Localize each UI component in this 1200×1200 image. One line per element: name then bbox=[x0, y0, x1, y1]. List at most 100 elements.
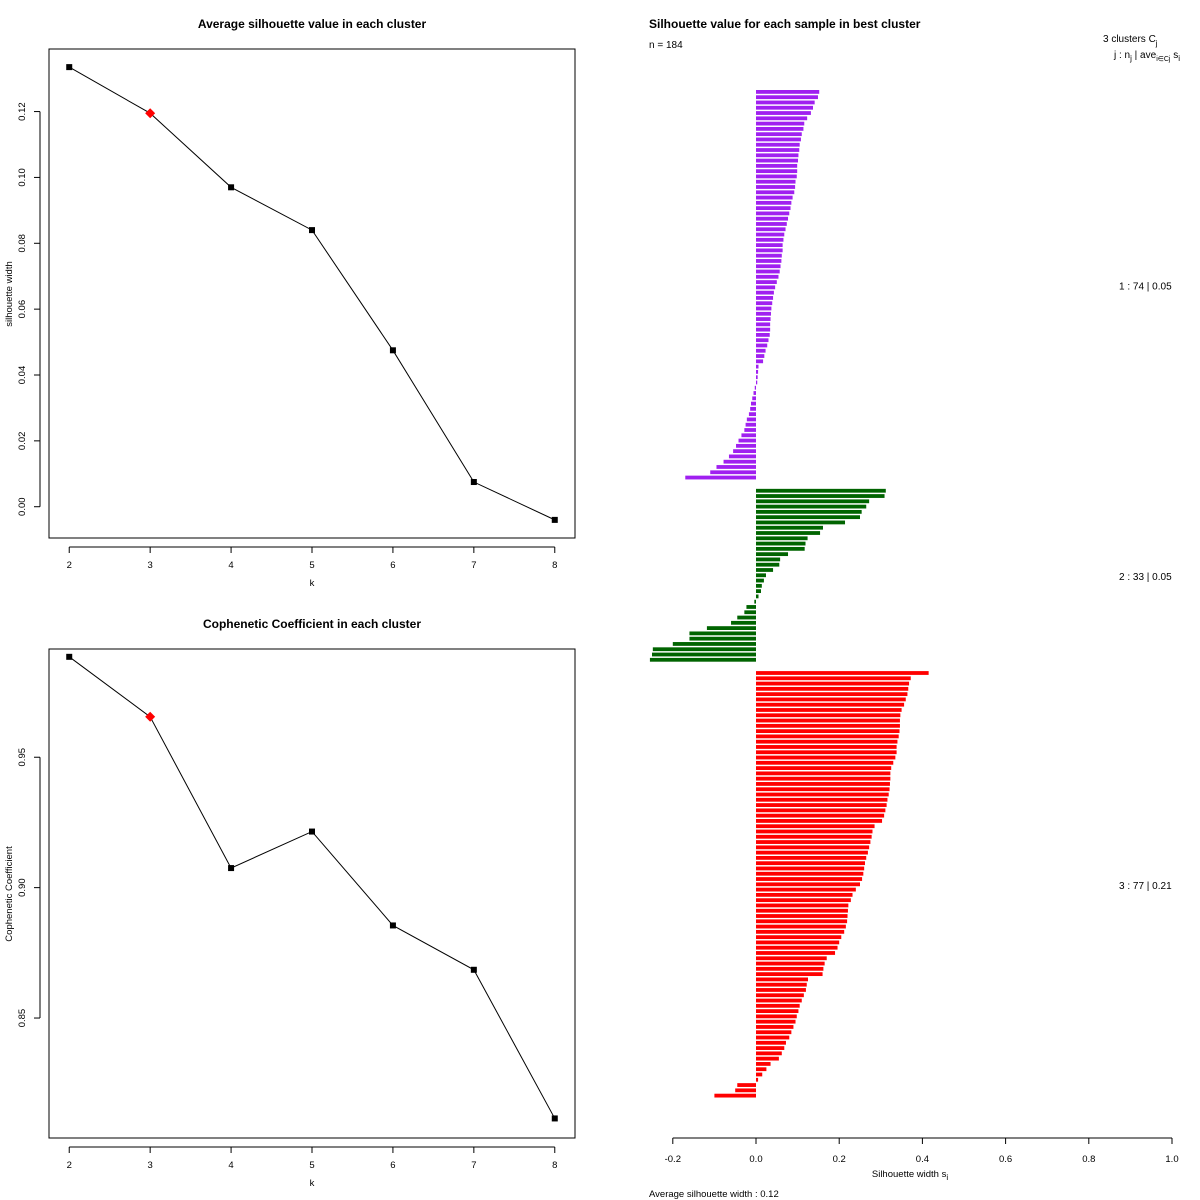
silhouette-bar bbox=[756, 95, 818, 100]
silhouette-bar bbox=[756, 105, 813, 110]
silhouette-bar bbox=[756, 578, 764, 583]
y-tick-label: 0.06 bbox=[17, 300, 28, 319]
silhouette-bar bbox=[756, 718, 900, 723]
cophenetic-y-label: Cophenetic Coefficient bbox=[4, 846, 15, 942]
silhouette-bar bbox=[756, 708, 902, 712]
x-tick-label: 3 bbox=[148, 1160, 153, 1171]
silhouette-bar bbox=[756, 671, 929, 675]
silhouette-bar bbox=[731, 620, 756, 625]
data-point bbox=[389, 347, 396, 354]
y-tick-label: 0.10 bbox=[17, 168, 28, 187]
silhouette-bar bbox=[756, 1056, 779, 1061]
silhouette-bar bbox=[756, 914, 848, 918]
bars-x-tick-label: 0.4 bbox=[916, 1154, 929, 1165]
silhouette-bar bbox=[756, 116, 808, 121]
y-tick-label: 0.00 bbox=[17, 497, 28, 516]
silhouette-bar bbox=[756, 354, 765, 358]
silhouette-bar bbox=[756, 317, 771, 321]
silhouette-bar bbox=[756, 541, 806, 546]
cophenetic-chart-title: Cophenetic Coefficient in each cluster bbox=[203, 617, 421, 631]
silhouette-bar bbox=[756, 1040, 786, 1045]
silhouette-bar bbox=[737, 1083, 756, 1087]
cophenetic-plot-frame bbox=[48, 648, 576, 1139]
silhouette-bar bbox=[756, 380, 758, 385]
data-point bbox=[470, 479, 477, 486]
silhouette-bar bbox=[756, 750, 897, 755]
cluster-label: 3 : 77 | 0.21 bbox=[1119, 881, 1172, 892]
bars-x-tick-label: 1.0 bbox=[1165, 1154, 1178, 1165]
silhouette-bar bbox=[756, 306, 772, 311]
silhouette-bar bbox=[756, 248, 783, 253]
silhouette-bar bbox=[756, 562, 780, 567]
silhouette-bar bbox=[756, 861, 865, 866]
x-tick-label: 6 bbox=[390, 1160, 395, 1171]
series-line bbox=[68, 656, 556, 1119]
silhouette-bar bbox=[649, 657, 756, 662]
silhouette-bar bbox=[756, 977, 808, 982]
bars-x-label: Silhouette width si bbox=[872, 1169, 948, 1182]
silhouette-bar bbox=[756, 206, 791, 211]
y-tick-label: 0.90 bbox=[17, 878, 28, 897]
y-tick-label: 0.08 bbox=[17, 234, 28, 253]
silhouette-bar bbox=[756, 961, 825, 966]
silhouette-x-label: k bbox=[310, 578, 315, 589]
silhouette-series bbox=[66, 64, 558, 523]
silhouette-bar bbox=[756, 132, 802, 137]
x-tick-label: 7 bbox=[471, 1160, 476, 1171]
silhouette-bar bbox=[754, 385, 756, 390]
silhouette-bar bbox=[756, 301, 773, 306]
cluster-label: 2 : 33 | 0.05 bbox=[1119, 572, 1172, 583]
silhouette-bar bbox=[756, 776, 891, 781]
cophenetic-y-axis: 0.85 0.90 0.95 bbox=[17, 748, 41, 1028]
silhouette-bar bbox=[756, 1046, 785, 1050]
silhouette-bar bbox=[756, 993, 804, 998]
average-silhouette-footer: Average silhouette width : 0.12 bbox=[649, 1189, 779, 1200]
silhouette-bar bbox=[756, 509, 862, 514]
y-tick-label: 0.95 bbox=[17, 748, 28, 767]
y-tick-label: 0.02 bbox=[17, 432, 28, 451]
silhouette-bar bbox=[746, 605, 756, 609]
silhouette-bar bbox=[756, 951, 836, 955]
silhouette-bar bbox=[745, 422, 756, 427]
silhouette-bar bbox=[756, 253, 782, 258]
silhouette-bar bbox=[756, 1009, 799, 1013]
silhouette-bar bbox=[756, 871, 864, 876]
silhouette-bar bbox=[738, 438, 756, 443]
silhouette-bar bbox=[756, 200, 792, 205]
x-tick-label: 4 bbox=[228, 1160, 233, 1171]
silhouette-bar bbox=[756, 594, 759, 599]
silhouette-bar bbox=[689, 631, 756, 636]
sample-count: n = 184 bbox=[649, 40, 683, 51]
silhouette-bar bbox=[756, 259, 782, 263]
silhouette-bar bbox=[756, 494, 885, 498]
data-point bbox=[309, 828, 315, 835]
x-tick-label: 7 bbox=[471, 560, 476, 571]
silhouette-bar bbox=[756, 729, 900, 734]
legend-header-line1: 3 clusters Cj bbox=[1103, 34, 1158, 48]
silhouette-bar bbox=[672, 642, 756, 646]
series-line bbox=[68, 66, 555, 521]
silhouette-bar bbox=[756, 940, 840, 945]
silhouette-bar bbox=[756, 327, 771, 332]
silhouette-bar bbox=[723, 459, 756, 464]
x-tick-label: 6 bbox=[390, 560, 395, 571]
silhouette-bar bbox=[756, 734, 899, 739]
silhouette-bar bbox=[652, 652, 756, 657]
silhouette-bar bbox=[756, 1030, 792, 1035]
y-tick-label: 0.85 bbox=[17, 1009, 28, 1028]
data-point bbox=[228, 865, 235, 872]
bars-x-tick-label: 0.0 bbox=[749, 1154, 762, 1165]
bars-x-tick-label: 0.2 bbox=[833, 1154, 846, 1165]
silhouette-bar bbox=[756, 153, 799, 158]
silhouette-bar bbox=[746, 417, 756, 422]
silhouette-bar bbox=[756, 488, 886, 493]
silhouette-bar bbox=[756, 348, 766, 353]
silhouette-bar bbox=[756, 568, 774, 572]
silhouette-bar bbox=[756, 499, 870, 504]
silhouette-bar bbox=[756, 237, 784, 242]
x-tick-label: 8 bbox=[552, 1160, 557, 1171]
silhouette-bar bbox=[754, 599, 756, 604]
silhouette-bar bbox=[756, 972, 823, 977]
silhouette-bar bbox=[756, 723, 900, 728]
x-tick-label: 2 bbox=[67, 560, 72, 571]
